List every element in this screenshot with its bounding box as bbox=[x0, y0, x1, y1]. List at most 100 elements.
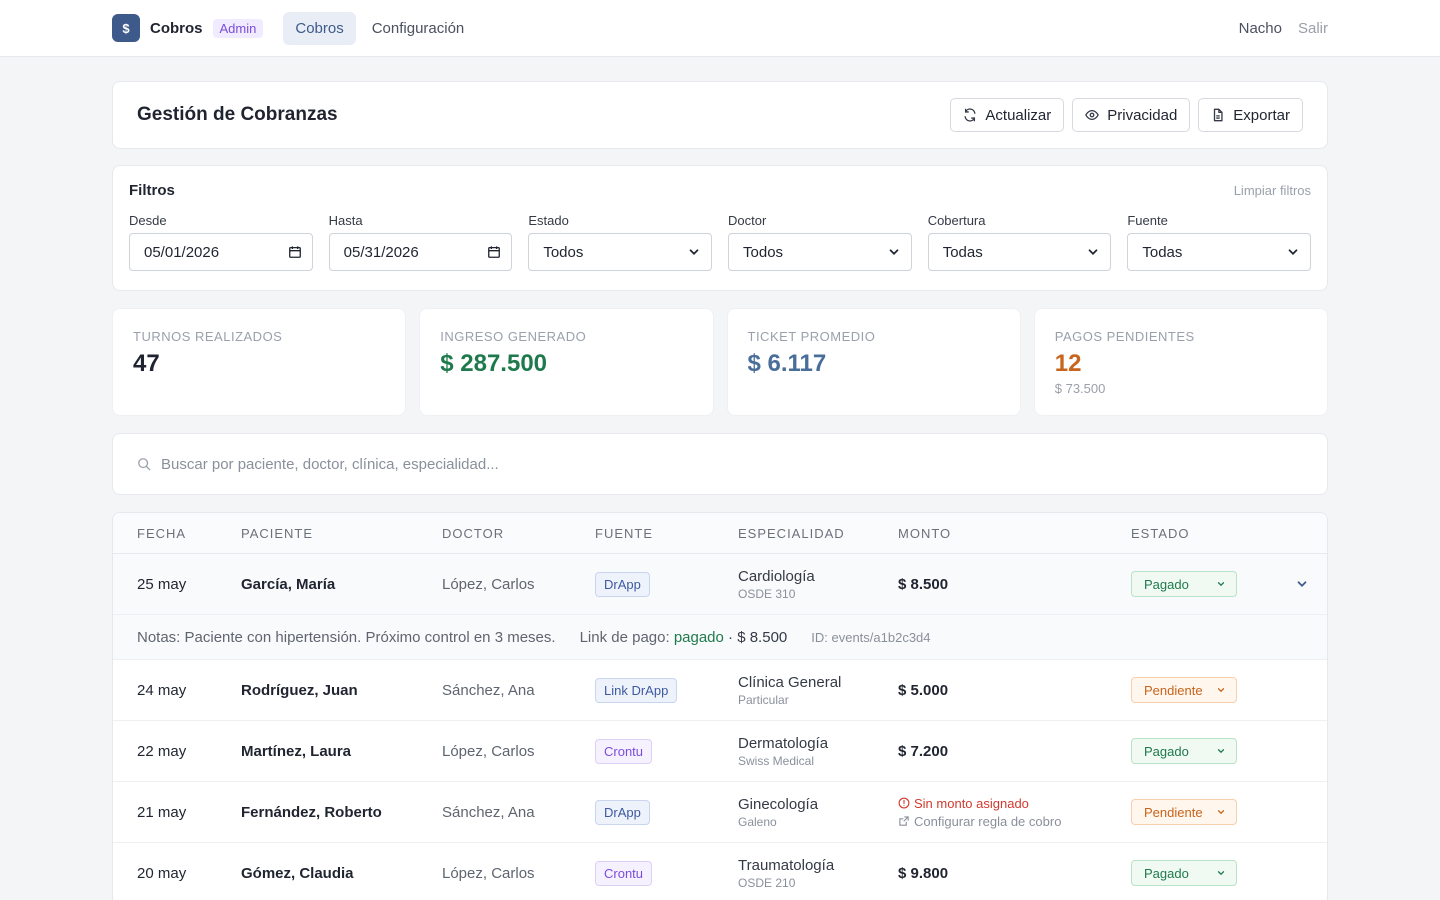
status-filter-label: Estado bbox=[528, 213, 569, 228]
cell-patient: Fernández, Roberto bbox=[241, 803, 382, 821]
cell-specialty: Cardiología bbox=[738, 567, 815, 585]
to-date-input[interactable]: 05/31/2026 bbox=[328, 233, 513, 271]
table-header: FECHA PACIENTE DOCTOR FUENTE ESPECIALIDA… bbox=[113, 513, 1327, 554]
appointments-table: FECHA PACIENTE DOCTOR FUENTE ESPECIALIDA… bbox=[112, 512, 1328, 900]
source-filter-value: Todas bbox=[1142, 243, 1183, 261]
column-header-source[interactable]: FUENTE bbox=[595, 525, 653, 541]
chevron-down-icon[interactable] bbox=[1295, 577, 1309, 591]
column-header-specialty[interactable]: ESPECIALIDAD bbox=[738, 525, 845, 541]
cell-specialty: Dermatología bbox=[738, 734, 829, 752]
eye-icon bbox=[1085, 109, 1100, 121]
table-row[interactable]: 25 may García, María López, Carlos DrApp… bbox=[113, 554, 1327, 615]
privacy-button[interactable]: Privacidad bbox=[1072, 98, 1191, 132]
cell-date: 22 may bbox=[137, 742, 187, 760]
cell-coverage: OSDE 310 bbox=[738, 586, 796, 601]
from-date-input[interactable]: 05/01/2026 bbox=[129, 233, 313, 271]
app-logo-icon[interactable]: $ bbox=[112, 14, 140, 42]
status-value: Pagado bbox=[1144, 865, 1189, 881]
stat-value: $ 287.500 bbox=[440, 350, 548, 377]
to-date-label: Hasta bbox=[328, 213, 363, 228]
payment-link-label: Link de pago: bbox=[579, 628, 670, 646]
status-select[interactable]: Pagado bbox=[1131, 860, 1237, 886]
payment-link-amount: · $ 8.500 bbox=[728, 628, 788, 646]
cell-doctor: López, Carlos bbox=[442, 864, 535, 882]
source-filter-label: Fuente bbox=[1127, 213, 1168, 228]
export-button[interactable]: Exportar bbox=[1198, 98, 1303, 132]
payment-link-status: pagado bbox=[673, 628, 724, 646]
nav-link-configuracion[interactable]: Configuración bbox=[371, 19, 465, 37]
missing-amount-warning: Sin monto asignado bbox=[898, 796, 1131, 811]
row-expand-toggle[interactable] bbox=[1281, 577, 1327, 591]
cell-specialty: Ginecología bbox=[738, 795, 819, 813]
coverage-filter-label: Cobertura bbox=[927, 213, 986, 228]
column-header-amount[interactable]: MONTO bbox=[898, 525, 952, 541]
configure-rule-text: Configurar regla de cobro bbox=[914, 813, 1062, 829]
to-date-value: 05/31/2026 bbox=[343, 243, 419, 261]
calendar-icon[interactable] bbox=[487, 245, 501, 259]
filters-title: Filtros bbox=[129, 182, 175, 199]
column-header-date[interactable]: FECHA bbox=[137, 525, 187, 541]
top-navbar: $ Cobros Admin Cobros Configuración Nach… bbox=[0, 0, 1440, 57]
column-header-doctor[interactable]: DOCTOR bbox=[442, 525, 505, 541]
row-details: Notas: Paciente con hipertensión. Próxim… bbox=[113, 615, 1327, 660]
source-badge: DrApp bbox=[595, 571, 650, 597]
table-row[interactable]: 22 may Martínez, Laura López, Carlos Cro… bbox=[113, 721, 1327, 782]
stat-label: TICKET PROMEDIO bbox=[747, 329, 876, 344]
stat-card-ingreso: INGRESO GENERADO $ 287.500 bbox=[419, 308, 714, 416]
page-header-card: Gestión de Cobranzas Actualizar Privacid… bbox=[112, 81, 1328, 149]
column-header-patient[interactable]: PACIENTE bbox=[241, 525, 314, 541]
source-badge: DrApp bbox=[595, 799, 650, 825]
status-filter-value: Todos bbox=[543, 243, 584, 261]
table-row[interactable]: 24 may Rodríguez, Juan Sánchez, Ana Link… bbox=[113, 660, 1327, 721]
page-title: Gestión de Cobranzas bbox=[137, 104, 338, 125]
doctor-filter-value: Todos bbox=[743, 243, 784, 261]
status-value: Pendiente bbox=[1144, 682, 1203, 698]
stat-label: PAGOS PENDIENTES bbox=[1054, 329, 1195, 344]
stat-value: 47 bbox=[133, 350, 160, 377]
status-select[interactable]: Pagado bbox=[1131, 571, 1237, 597]
chevron-down-icon bbox=[1217, 749, 1225, 754]
cell-date: 24 may bbox=[137, 681, 187, 699]
missing-amount-text: Sin monto asignado bbox=[914, 795, 1029, 811]
source-filter-select[interactable]: Todas bbox=[1127, 233, 1312, 271]
cell-amount: $ 5.000 bbox=[898, 681, 949, 699]
status-select[interactable]: Pendiente bbox=[1131, 677, 1237, 703]
source-badge: Crontu bbox=[595, 738, 653, 764]
stat-subvalue: $ 73.500 bbox=[1054, 381, 1106, 396]
chevron-down-icon bbox=[1217, 871, 1225, 876]
external-link-icon bbox=[899, 816, 909, 826]
clear-filters-link[interactable]: Limpiar filtros bbox=[1233, 183, 1311, 198]
user-name[interactable]: Nacho bbox=[1238, 19, 1282, 37]
search-input[interactable] bbox=[161, 455, 1303, 473]
cell-amount: $ 8.500 bbox=[898, 575, 949, 593]
configure-rule-link[interactable]: Configurar regla de cobro bbox=[898, 814, 1131, 829]
cell-specialty: Clínica General bbox=[738, 673, 842, 691]
stat-card-pendientes: PAGOS PENDIENTES 12 $ 73.500 bbox=[1033, 308, 1328, 416]
status-select[interactable]: Pendiente bbox=[1131, 799, 1237, 825]
stat-card-turnos: TURNOS REALIZADOS 47 bbox=[112, 308, 407, 416]
cell-patient: García, María bbox=[241, 575, 336, 593]
table-row[interactable]: 20 may Gómez, Claudia López, Carlos Cron… bbox=[113, 843, 1327, 900]
cell-amount: $ 9.800 bbox=[898, 864, 949, 882]
nav-link-cobros[interactable]: Cobros bbox=[283, 11, 356, 45]
chevron-down-icon bbox=[1288, 249, 1298, 255]
column-header-status[interactable]: ESTADO bbox=[1131, 525, 1190, 541]
stat-label: INGRESO GENERADO bbox=[440, 329, 587, 344]
status-filter-select[interactable]: Todos bbox=[528, 233, 713, 271]
table-row[interactable]: 21 may Fernández, Roberto Sánchez, Ana D… bbox=[113, 782, 1327, 843]
brand-name: Cobros bbox=[150, 19, 203, 37]
cell-doctor: Sánchez, Ana bbox=[442, 803, 535, 821]
logout-link[interactable]: Salir bbox=[1297, 19, 1328, 37]
refresh-button-label: Actualizar bbox=[985, 106, 1052, 124]
status-select[interactable]: Pagado bbox=[1131, 738, 1237, 764]
doctor-filter-select[interactable]: Todos bbox=[728, 233, 912, 271]
cell-patient: Martínez, Laura bbox=[241, 742, 352, 760]
coverage-filter-select[interactable]: Todas bbox=[927, 233, 1112, 271]
cell-amount: $ 7.200 bbox=[898, 742, 949, 760]
refresh-button[interactable]: Actualizar bbox=[950, 98, 1065, 132]
cell-doctor: López, Carlos bbox=[442, 742, 535, 760]
calendar-icon[interactable] bbox=[288, 245, 302, 259]
from-date-value: 05/01/2026 bbox=[144, 243, 220, 261]
cell-coverage: Particular bbox=[738, 692, 789, 707]
cell-doctor: López, Carlos bbox=[442, 575, 535, 593]
